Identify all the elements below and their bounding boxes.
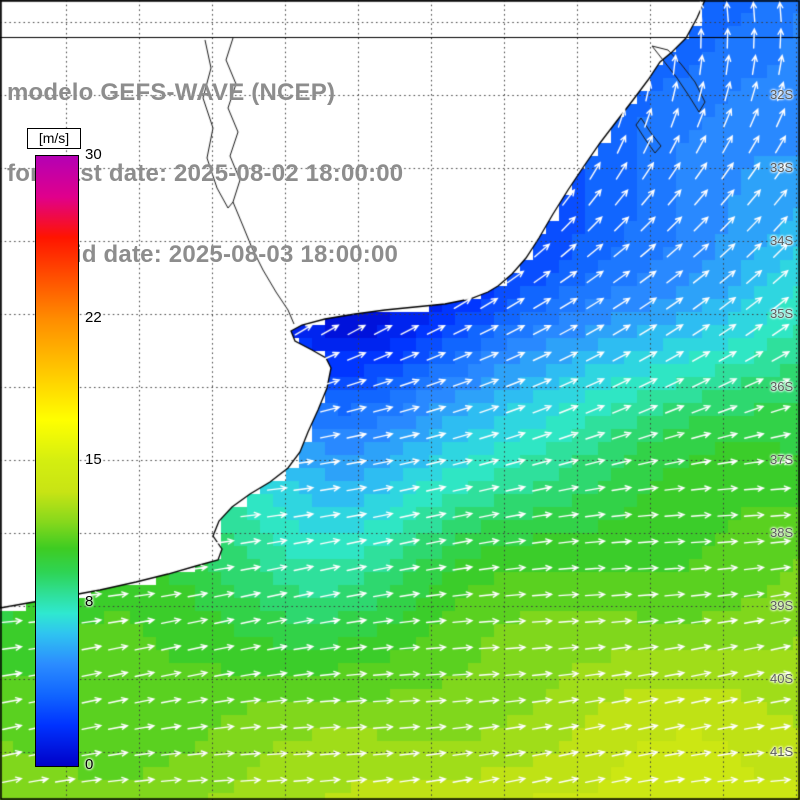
latitude-label: 38S bbox=[770, 525, 794, 540]
latitude-label: 36S bbox=[770, 379, 794, 394]
latitude-label: 41S bbox=[770, 744, 794, 759]
latitude-label: 33S bbox=[770, 160, 794, 175]
latitude-label: 32S bbox=[770, 87, 794, 102]
colorbar-tick-label: 30 bbox=[85, 146, 102, 163]
latitude-label: 35S bbox=[770, 306, 794, 321]
colorbar-tick-label: 15 bbox=[85, 451, 102, 468]
latitude-label: 39S bbox=[770, 598, 794, 613]
colorbar-tick-label: 0 bbox=[85, 756, 94, 773]
colorbar-gradient bbox=[35, 155, 79, 767]
latitude-label: 37S bbox=[770, 452, 794, 467]
latitude-label: 34S bbox=[770, 233, 794, 248]
colorbar-tick-label: 22 bbox=[85, 308, 102, 326]
model-title: modelo GEFS-WAVE (NCEP) bbox=[7, 79, 336, 106]
latitude-label: 40S bbox=[770, 671, 794, 686]
colorbar-tick-label: 8 bbox=[85, 593, 94, 611]
colorbar-unit-label: [m/s] bbox=[27, 128, 81, 149]
